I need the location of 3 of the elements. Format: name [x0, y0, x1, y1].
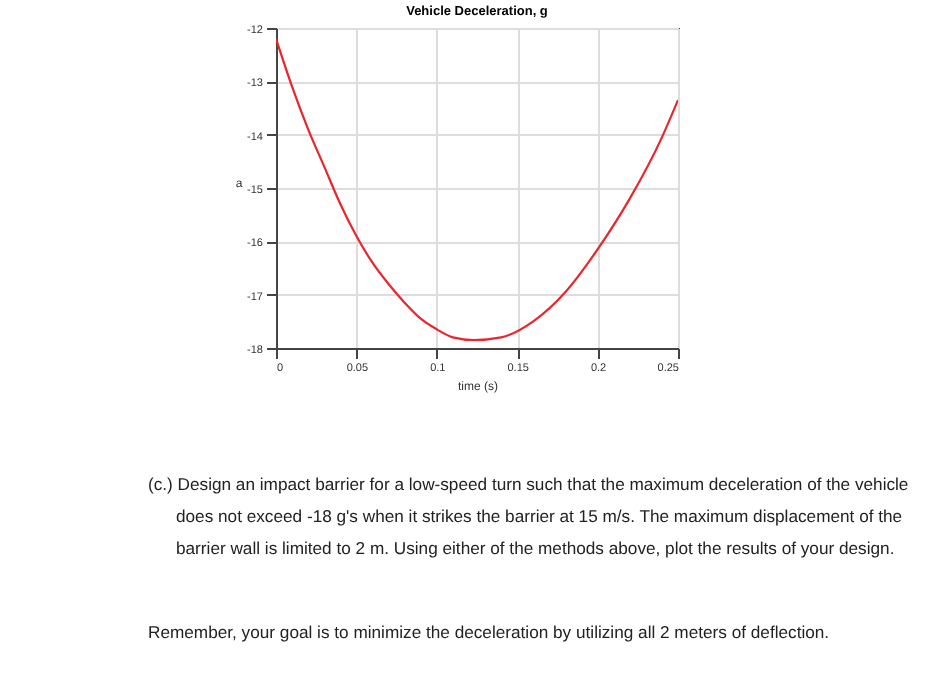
text: Remember, your goal is to minimize the deceleration by utilizing all 2 meters of deflection. [148, 620, 832, 646]
line-series [276, 37, 678, 342]
text: (c.) Design an impact barrier for a low-speed turn such that the maximum deceleration of the vehicle does not exceed -18 g's when it strikes the barrier at 15 m/s. The maximum displacement of the barrier wall is limited to 2 m. Using either of the methods above, plot the results of your design. [148, 472, 911, 562]
